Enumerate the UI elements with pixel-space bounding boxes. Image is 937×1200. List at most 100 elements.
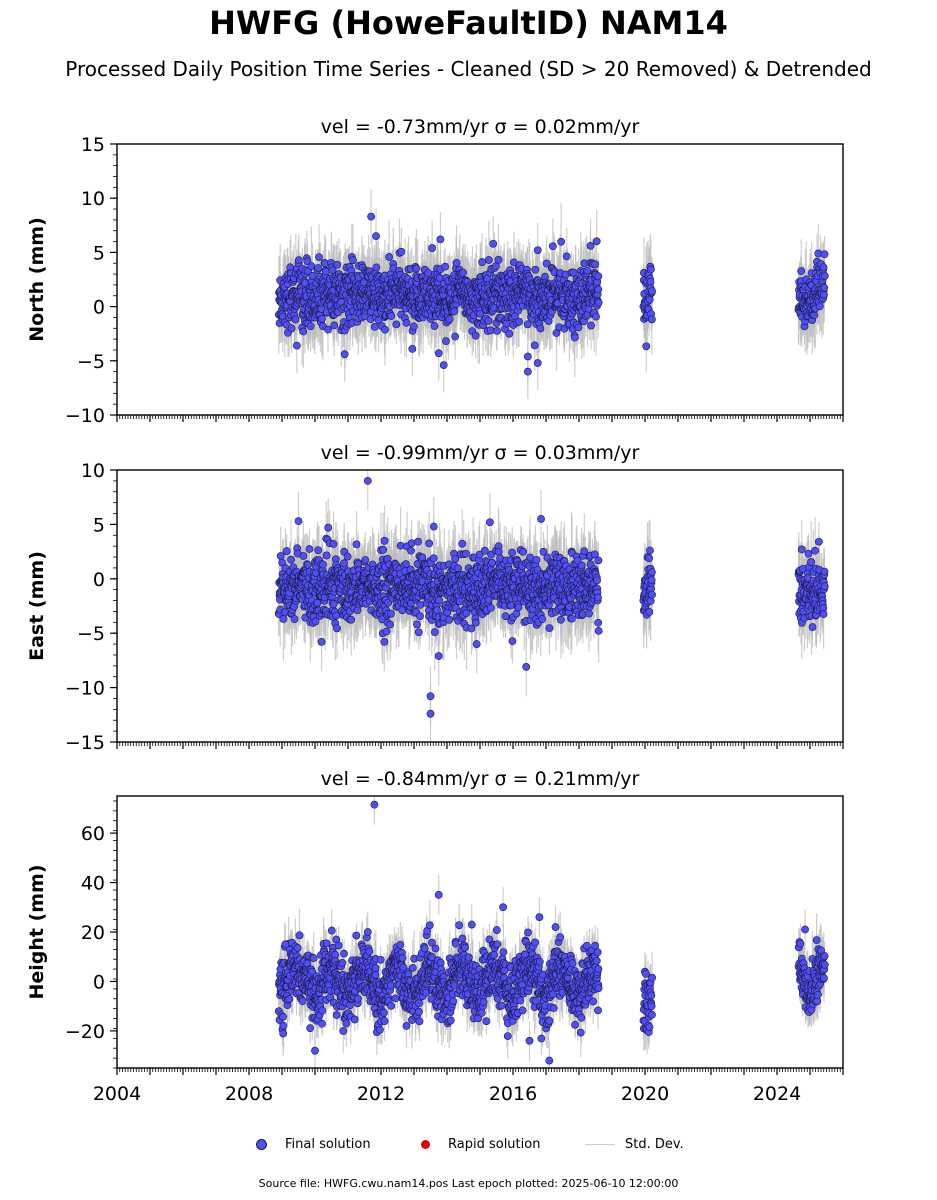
data-point — [381, 325, 389, 334]
y-tick-label: 5 — [93, 242, 105, 264]
data-point — [299, 327, 308, 336]
y-tick-label: 15 — [81, 134, 105, 156]
data-point — [349, 256, 357, 265]
data-point — [308, 272, 317, 280]
data-point — [392, 320, 401, 329]
data-point — [294, 256, 303, 265]
data-point — [412, 264, 421, 273]
y-tick-label: −10 — [65, 405, 105, 427]
data-point — [592, 312, 600, 321]
data-point — [299, 552, 308, 560]
data-point — [815, 302, 824, 311]
data-point — [430, 322, 439, 330]
plot-area — [274, 470, 829, 742]
data-point — [367, 212, 375, 221]
data-point — [548, 242, 557, 251]
data-point — [531, 265, 540, 274]
data-point — [542, 259, 551, 268]
data-point — [515, 317, 523, 326]
data-point — [557, 237, 566, 246]
data-point — [442, 337, 450, 346]
data-point — [397, 247, 406, 256]
data-point — [279, 615, 288, 623]
data-point — [306, 322, 315, 331]
data-point — [642, 342, 651, 351]
data-point — [282, 547, 291, 555]
data-point — [315, 253, 323, 261]
data-point — [533, 246, 542, 255]
data-point — [646, 265, 655, 274]
data-point — [570, 333, 579, 342]
data-point — [594, 272, 603, 281]
data-point — [307, 262, 316, 271]
data-point — [436, 235, 445, 244]
data-point — [819, 263, 828, 272]
data-point — [484, 316, 493, 325]
data-point — [318, 314, 326, 323]
data-point — [428, 244, 437, 252]
data-point — [586, 241, 595, 250]
data-point — [523, 320, 532, 329]
data-point — [471, 331, 480, 340]
data-point — [276, 552, 285, 560]
final-solution-points — [274, 476, 829, 718]
plot-area — [274, 189, 829, 399]
chart-title: HWFG (HoweFaultID) NAM14 — [209, 4, 728, 42]
data-point — [328, 266, 337, 275]
data-point — [484, 256, 493, 264]
data-point — [290, 615, 299, 623]
y-tick-label: 10 — [81, 188, 105, 210]
data-point — [562, 252, 571, 261]
panel-north: vel = -0.73mm/yr σ = 0.02mm/yr North (mm)… — [26, 116, 844, 427]
data-point — [287, 324, 296, 333]
data-point — [591, 260, 600, 269]
data-point — [372, 232, 380, 241]
data-point — [385, 253, 393, 261]
y-axis-label: North (mm) — [26, 217, 48, 342]
data-point — [292, 341, 301, 350]
data-point — [523, 352, 532, 361]
data-point — [820, 290, 828, 299]
data-point — [533, 359, 542, 367]
data-point — [314, 264, 323, 272]
data-point — [492, 327, 501, 335]
data-point — [647, 315, 656, 324]
data-point — [583, 266, 592, 275]
data-point — [459, 268, 468, 277]
data-point — [594, 298, 603, 307]
data-point — [478, 258, 486, 266]
data-point — [330, 321, 339, 330]
y-axis-label: East (mm) — [26, 551, 48, 661]
data-point — [387, 312, 396, 320]
data-point — [441, 262, 450, 271]
data-point — [324, 325, 332, 334]
data-point — [505, 329, 514, 338]
data-point — [408, 344, 417, 353]
data-point — [502, 319, 511, 328]
panel-title: vel = -0.99mm/yr σ = 0.03mm/yr — [321, 442, 640, 464]
panel-title: vel = -0.73mm/yr σ = 0.02mm/yr — [321, 116, 640, 138]
data-point — [287, 555, 295, 564]
data-point — [372, 263, 381, 272]
data-point — [594, 285, 603, 294]
data-point — [439, 361, 448, 370]
data-point — [523, 367, 532, 376]
data-point — [370, 322, 379, 331]
data-point — [820, 271, 829, 280]
data-point — [452, 258, 461, 267]
data-point — [402, 318, 411, 327]
data-point — [424, 269, 433, 277]
data-point — [476, 309, 484, 318]
data-point — [451, 332, 459, 341]
data-point — [434, 349, 443, 358]
data-point — [281, 608, 289, 617]
chart-subtitle: Processed Daily Position Time Series - C… — [65, 57, 872, 81]
y-tick-label: −5 — [77, 351, 105, 373]
data-point — [587, 321, 595, 330]
data-point — [340, 350, 349, 359]
data-point — [648, 287, 656, 296]
data-point — [409, 322, 418, 331]
data-point — [494, 255, 503, 264]
data-point — [489, 239, 498, 248]
